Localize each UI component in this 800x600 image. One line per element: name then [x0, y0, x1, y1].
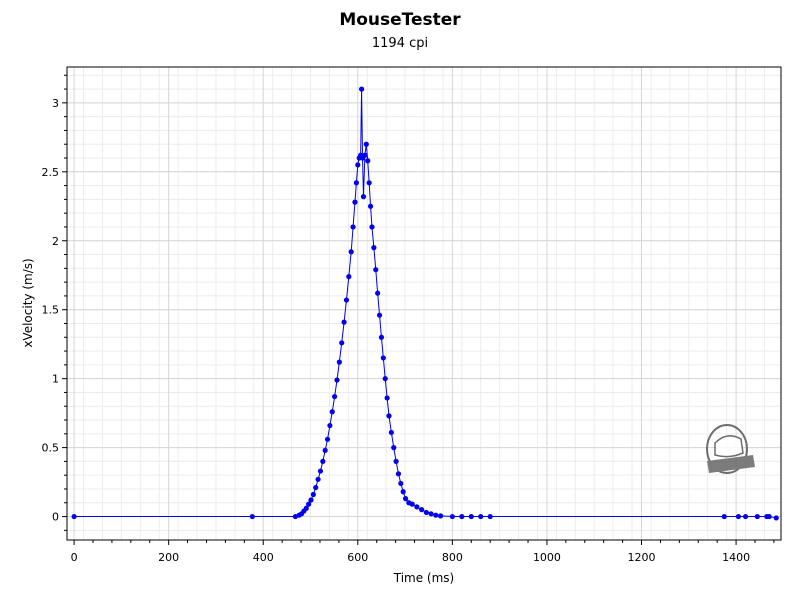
- data-point: [322, 447, 328, 453]
- data-point: [353, 180, 359, 186]
- data-point: [339, 340, 345, 346]
- data-point: [360, 194, 367, 200]
- data-point: [306, 501, 312, 507]
- x-tick-label: 1200: [628, 551, 656, 564]
- y-tick-label: 1: [52, 373, 59, 386]
- data-point: [468, 513, 474, 520]
- data-point: [742, 513, 749, 520]
- y-tick-label: 2: [52, 235, 59, 248]
- data-point: [303, 505, 309, 511]
- data-point: [320, 458, 326, 464]
- data-point: [327, 422, 333, 429]
- data-point: [449, 513, 455, 520]
- axes: 0 200 400 600 800 1000 1200 1400 0 0.5 1 1.5 2 2.5 3: [42, 66, 782, 564]
- data-point: [388, 429, 394, 436]
- data-point: [766, 513, 772, 520]
- data-point: [365, 158, 371, 164]
- y-tick-label: 2.5: [42, 166, 60, 179]
- data-point: [371, 245, 377, 251]
- data-point: [400, 489, 406, 495]
- y-tick-label: 3: [52, 97, 59, 110]
- data-point: [376, 312, 383, 318]
- data-point: [414, 504, 420, 510]
- data-point: [346, 274, 352, 280]
- y-tick-label: 1.5: [42, 304, 60, 317]
- data-point: [423, 509, 429, 516]
- data-point: [384, 395, 390, 401]
- data-point: [382, 376, 388, 382]
- x-tick-label: 1000: [533, 551, 561, 564]
- data-point: [343, 297, 350, 303]
- data-point: [395, 471, 402, 477]
- grid: [67, 67, 781, 540]
- x-tick-label: 600: [347, 551, 368, 564]
- watermark-logo: [706, 424, 755, 474]
- data-point: [380, 355, 386, 361]
- data-point: [352, 199, 358, 205]
- data-point: [336, 359, 342, 365]
- data-point: [366, 180, 372, 186]
- data-point: [313, 484, 319, 491]
- data-point: [391, 445, 397, 451]
- data-point: [433, 512, 439, 518]
- data-point: [350, 224, 356, 230]
- plot-frame: [66, 66, 782, 541]
- data-point: [341, 319, 347, 325]
- data-point: [419, 507, 425, 513]
- x-tick-label: 0: [71, 551, 78, 564]
- data-point: [355, 162, 361, 168]
- data-point: [409, 501, 415, 507]
- chart-subtitle: 1194 cpi: [371, 36, 429, 51]
- y-axis-label: xVelocity (m/s): [21, 258, 35, 347]
- data-point: [71, 513, 77, 520]
- series-line: [74, 89, 777, 519]
- data-point: [363, 141, 369, 147]
- data-point: [402, 496, 409, 502]
- data-point: [329, 409, 335, 415]
- data-point: [735, 513, 742, 520]
- data-point: [310, 491, 316, 498]
- x-tick-label: 400: [253, 551, 274, 564]
- data-point: [721, 513, 727, 520]
- data-point: [315, 476, 321, 482]
- data-point: [386, 413, 392, 419]
- y-tick-label: 0.5: [42, 442, 60, 455]
- data-point: [487, 513, 493, 520]
- data-point: [373, 267, 379, 273]
- x-tick-label: 1400: [722, 551, 750, 564]
- data-point: [393, 458, 399, 464]
- data-point: [249, 513, 255, 520]
- data-point: [369, 224, 375, 230]
- data-point: [428, 511, 434, 517]
- data-point: [324, 436, 331, 442]
- data-point: [378, 334, 385, 340]
- data-point: [754, 513, 760, 520]
- data-point: [398, 480, 404, 487]
- data-points: [71, 86, 779, 521]
- data-point: [375, 290, 381, 296]
- data-point: [332, 393, 338, 400]
- data-point: [317, 468, 324, 474]
- chart-title: MouseTester: [339, 10, 461, 30]
- data-point: [773, 515, 779, 521]
- x-tick-label: 800: [442, 551, 463, 564]
- y-tick-label: 0: [52, 511, 59, 524]
- data-point: [362, 152, 368, 158]
- data-point: [437, 513, 444, 519]
- x-tick-label: 200: [158, 551, 179, 564]
- data-point: [334, 377, 340, 383]
- x-axis-label: Time (ms): [393, 571, 455, 585]
- data-point: [367, 203, 374, 209]
- data-point: [459, 513, 465, 520]
- data-point: [358, 86, 365, 92]
- data-point: [478, 513, 484, 520]
- data-point: [308, 497, 314, 503]
- data-point: [348, 249, 354, 255]
